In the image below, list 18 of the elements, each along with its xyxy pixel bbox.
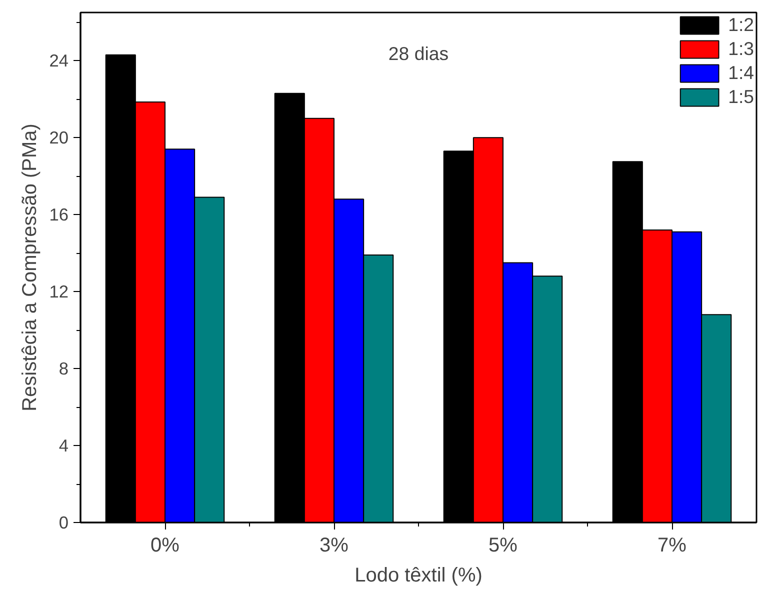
y-tick-label: 4 (58, 436, 69, 456)
annotation: 28 dias (388, 42, 449, 64)
legend-label: 1:3 (728, 38, 754, 60)
y-tick-label: 12 (49, 282, 69, 302)
legend-label: 1:4 (728, 62, 754, 84)
y-tick-label: 16 (49, 204, 69, 225)
y-tick-label: 24 (49, 50, 69, 71)
x-tick-label: 7% (658, 534, 687, 556)
legend-label: 1:5 (728, 86, 754, 108)
legend-label: 1:2 (728, 14, 754, 36)
y-tick-label: 8 (58, 358, 69, 379)
x-tick-label: 5% (488, 534, 518, 556)
x-tick-label: 0% (150, 534, 180, 556)
y-tick-label: 20 (49, 128, 69, 148)
x-axis-title: Lodo têxtil (%) (354, 564, 482, 586)
y-axis-title: Resistêcia a Compressão (PMa) (19, 124, 42, 412)
x-tick-label: 3% (320, 534, 349, 556)
y-tick-label: 0 (58, 512, 69, 532)
